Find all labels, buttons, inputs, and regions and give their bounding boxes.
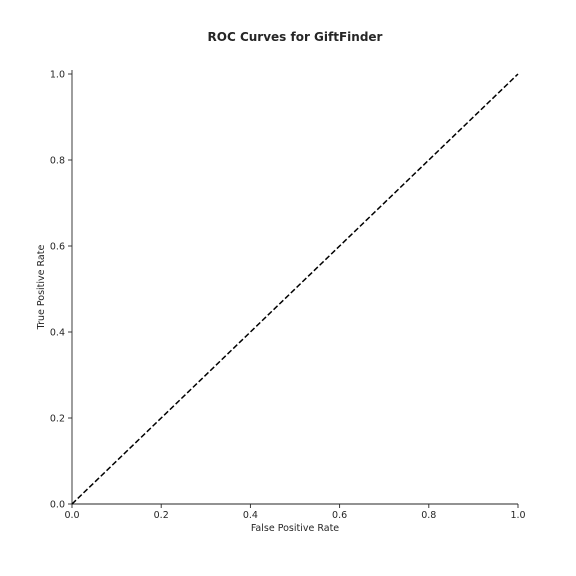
series-group — [71, 73, 519, 505]
y-tick-label: 1.0 — [50, 70, 65, 81]
y-ticks: 0.0 0.2 0.4 0.6 0.8 1.0 — [50, 70, 72, 511]
plot-area: 0.0 0.2 0.4 0.6 0.8 1.0 0.0 0.2 0.4 0.6 0.8 1.0 — [50, 70, 526, 522]
y-tick-label: 0.0 — [50, 500, 65, 511]
chance-diagonal-line — [71, 73, 519, 505]
x-ticks: 0.0 0.2 0.4 0.6 0.8 1.0 — [64, 504, 526, 521]
x-tick-label: 0.8 — [421, 510, 436, 521]
y-tick-label: 0.6 — [50, 242, 65, 253]
y-tick-label: 0.8 — [50, 156, 65, 167]
x-tick-label: 0.4 — [243, 510, 258, 521]
x-tick-label: 0.2 — [154, 510, 169, 521]
x-tick-label: 0.0 — [64, 510, 79, 521]
y-tick-label: 0.4 — [50, 328, 65, 339]
x-tick-label: 1.0 — [510, 510, 525, 521]
x-tick-label: 0.6 — [332, 510, 347, 521]
chart-title: ROC Curves for GiftFinder — [208, 30, 383, 44]
y-axis-label: True Positive Rate — [36, 245, 47, 331]
x-axis-label: False Positive Rate — [251, 523, 339, 534]
y-tick-label: 0.2 — [50, 414, 65, 425]
